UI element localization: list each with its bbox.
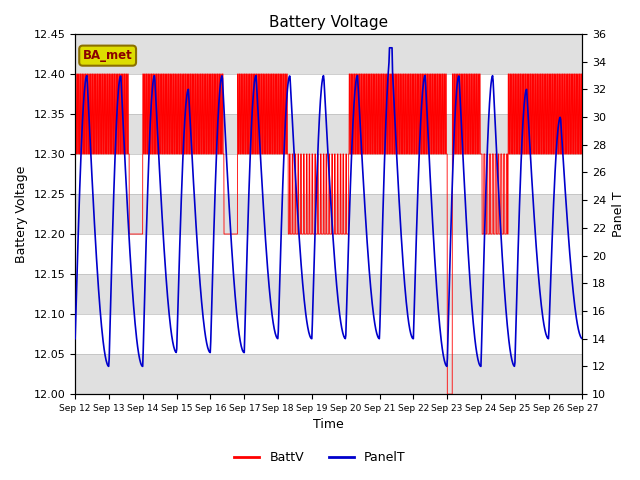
Y-axis label: Battery Voltage: Battery Voltage (15, 165, 28, 263)
Bar (75, 274, 582, 314)
Title: Battery Voltage: Battery Voltage (269, 15, 388, 30)
X-axis label: Time: Time (314, 419, 344, 432)
Text: BA_met: BA_met (83, 49, 132, 62)
Bar (75, 114, 582, 154)
Bar (75, 34, 582, 74)
Bar (75, 354, 582, 394)
Y-axis label: Panel T: Panel T (612, 191, 625, 237)
Legend: BattV, PanelT: BattV, PanelT (229, 446, 411, 469)
Bar (75, 194, 582, 234)
